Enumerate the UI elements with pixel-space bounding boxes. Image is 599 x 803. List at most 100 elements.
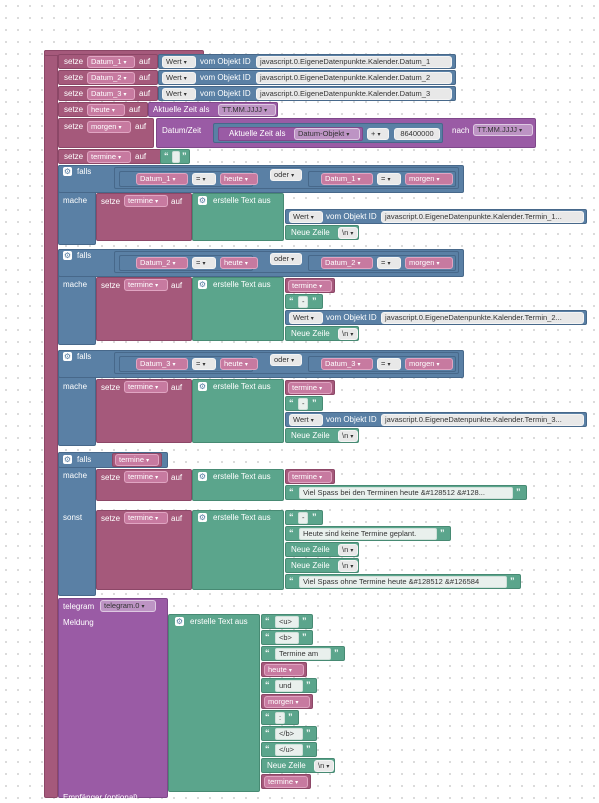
string-dash-block[interactable]: “ - ” [285,294,323,309]
get-state-datum1-block[interactable]: Wert ▾ vom Objekt ID javascript.0.Eigene… [158,54,456,69]
or-block[interactable]: Datum_3 ▾ = ▾ heute ▾ oder ▾ Datum_3 ▾ =… [114,352,459,374]
newline-block[interactable]: Neue Zeile \n ▾ [285,326,359,341]
var-dropdown-morgen[interactable]: morgen ▾ [264,696,310,708]
object-id-field[interactable]: javascript.0.EigeneDatenpunkte.Kalender.… [381,414,584,426]
compare-block[interactable]: Datum_1 ▾ = ▾ morgen ▾ [308,171,456,187]
object-id-field[interactable]: javascript.0.EigeneDatenpunkte.Kalender.… [381,312,584,324]
string-field[interactable]: </b> [275,728,303,740]
object-id-field[interactable]: javascript.0.EigeneDatenpunkte.Kalender.… [256,88,452,100]
var-dropdown-termine[interactable]: termine ▾ [124,195,168,207]
wert-dropdown[interactable]: Wert ▾ [162,88,196,100]
empty-string-block[interactable]: “ ” [160,149,190,164]
or-dropdown[interactable]: oder ▾ [270,169,302,181]
create-text-block[interactable]: ⚙ erstelle Text aus [192,193,284,241]
string-u-open[interactable]: “ <u> ” [261,614,313,629]
var-dropdown-datum2[interactable]: Datum_2 ▾ [136,257,188,269]
string-field[interactable]: Viel Spass bei den Terminen heute &#1285… [299,487,513,499]
gear-icon[interactable]: ⚙ [63,251,72,260]
set-morgen-block[interactable]: setze morgen ▾ auf [58,118,154,148]
set-termine-block[interactable]: setze termine ▾ auf [96,277,192,341]
eq-dropdown[interactable]: = ▾ [377,358,401,370]
gear-icon[interactable]: ⚙ [198,513,207,522]
wert-dropdown[interactable]: Wert ▾ [289,211,323,223]
string-dash-block[interactable]: “ - ” [285,396,323,411]
compare-block[interactable]: Datum_3 ▾ = ▾ heute ▾ [119,356,258,372]
set-heute-block[interactable]: setze heute ▾ auf [58,102,148,117]
var-dropdown-datum1[interactable]: Datum_1 ▾ [321,173,373,185]
string-field[interactable]: Termine am [275,648,331,660]
current-time-object-block[interactable]: Aktuelle Zeit als Datum-Objekt ▾ [218,127,363,141]
set-termine-block[interactable]: setze termine ▾ auf [96,510,192,590]
math-add-block[interactable]: Aktuelle Zeit als Datum-Objekt ▾ + ▾ 864… [213,123,443,143]
get-state-datum2-block[interactable]: Wert ▾ vom Objekt ID javascript.0.Eigene… [158,70,456,85]
var-dropdown-termine[interactable]: termine ▾ [124,471,168,483]
var-dropdown-termine[interactable]: termine ▾ [115,454,159,466]
gear-icon[interactable]: ⚙ [63,352,72,361]
newline-block[interactable]: Neue Zeile \n ▾ [285,558,359,573]
compare-block[interactable]: Datum_2 ▾ = ▾ morgen ▾ [308,255,456,271]
set-datum1-block[interactable]: setze Datum_1 ▾ auf [58,54,158,69]
wert-dropdown[interactable]: Wert ▾ [289,414,323,426]
compare-block[interactable]: Datum_3 ▾ = ▾ morgen ▾ [308,356,456,372]
string-field[interactable]: <b> [275,632,299,644]
set-datum2-block[interactable]: setze Datum_2 ▾ auf [58,70,158,85]
gear-icon[interactable]: ⚙ [198,382,207,391]
var-dropdown-datum1[interactable]: Datum_1 ▾ [136,173,188,185]
gear-icon[interactable]: ⚙ [198,472,207,481]
get-state-termin2-block[interactable]: Wert ▾ vom Objekt ID javascript.0.Eigene… [285,310,587,325]
compare-block[interactable]: Datum_1 ▾ = ▾ heute ▾ [119,171,258,187]
string-field[interactable] [172,151,180,163]
var-dropdown-morgen[interactable]: morgen ▾ [405,173,453,185]
milliseconds-field[interactable]: 86400000 [394,128,440,140]
newline-block[interactable]: Neue Zeile \n ▾ [261,758,335,773]
newline-block[interactable]: Neue Zeile \n ▾ [285,542,359,557]
var-dropdown-termine[interactable]: termine ▾ [124,381,168,393]
string-field[interactable]: </u> [275,744,303,756]
get-state-termin3-block[interactable]: Wert ▾ vom Objekt ID javascript.0.Eigene… [285,412,587,427]
var-dropdown-heute[interactable]: heute ▾ [87,104,125,116]
string-viel-spass-heute[interactable]: “ Viel Spass bei den Terminen heute &#12… [285,485,527,500]
string-termine-am[interactable]: “ Termine am ” [261,646,345,661]
gear-icon[interactable]: ⚙ [175,617,184,626]
var-dropdown-termine[interactable]: termine ▾ [288,280,332,292]
or-block[interactable]: Datum_2 ▾ = ▾ heute ▾ oder ▾ Datum_2 ▾ =… [114,251,459,273]
newline-dropdown[interactable]: \n ▾ [314,760,334,772]
string-field[interactable]: : [275,712,285,724]
or-dropdown[interactable]: oder ▾ [270,253,302,265]
datum-objekt-dropdown[interactable]: Datum-Objekt ▾ [294,128,360,140]
var-dropdown-datum3[interactable]: Datum_3 ▾ [136,358,188,370]
string-viel-spass-ohne[interactable]: “ Viel Spass ohne Termine heute &#128512… [285,574,521,589]
object-id-field[interactable]: javascript.0.EigeneDatenpunkte.Kalender.… [256,72,452,84]
gear-icon[interactable]: ⚙ [198,196,207,205]
var-dropdown-heute[interactable]: heute ▾ [220,257,258,269]
var-get-termine[interactable]: termine ▾ [112,453,162,467]
create-text-block[interactable]: ⚙ erstelle Text aus [192,277,284,341]
var-get-morgen[interactable]: morgen ▾ [261,694,313,709]
var-get-termine[interactable]: termine ▾ [285,380,335,395]
string-colon[interactable]: “ : ” [261,710,299,725]
set-datum3-block[interactable]: setze Datum_3 ▾ auf [58,86,158,101]
format-dropdown[interactable]: TT.MM.JJJJ ▾ [218,104,276,116]
format-dropdown[interactable]: TT.MM.JJJJ ▾ [473,124,533,136]
eq-dropdown[interactable]: = ▾ [377,173,401,185]
var-dropdown-morgen[interactable]: morgen ▾ [405,358,453,370]
telegram-block[interactable]: telegram telegram.0 ▾ Meldung Empfänger … [58,598,168,802]
create-text-block[interactable]: ⚙ erstelle Text aus [192,379,284,443]
string-b-open[interactable]: “ <b> ” [261,630,313,645]
if-else-block[interactable] [58,452,96,596]
object-id-field[interactable]: javascript.0.EigeneDatenpunkte.Kalender.… [381,211,584,223]
eq-dropdown[interactable]: = ▾ [192,173,216,185]
newline-dropdown[interactable]: \n ▾ [338,560,358,572]
string-keine-termine[interactable]: “ Heute sind keine Termine geplant. ” [285,526,451,541]
var-dropdown-datum3[interactable]: Datum_3 ▾ [321,358,373,370]
var-dropdown-morgen[interactable]: morgen ▾ [405,257,453,269]
var-dropdown-termine[interactable]: termine ▾ [288,471,332,483]
var-get-termine[interactable]: termine ▾ [261,774,311,789]
string-field[interactable]: - [298,512,308,524]
string-field[interactable]: und [275,680,303,692]
var-get-heute[interactable]: heute ▾ [261,662,307,677]
newline-dropdown[interactable]: \n ▾ [338,544,358,556]
var-dropdown-datum1[interactable]: Datum_1 ▾ [87,56,135,68]
date-format-block[interactable]: Datum/Zeit Aktuelle Zeit als Datum-Objek… [156,118,536,148]
var-dropdown-termine[interactable]: termine ▾ [87,151,131,163]
